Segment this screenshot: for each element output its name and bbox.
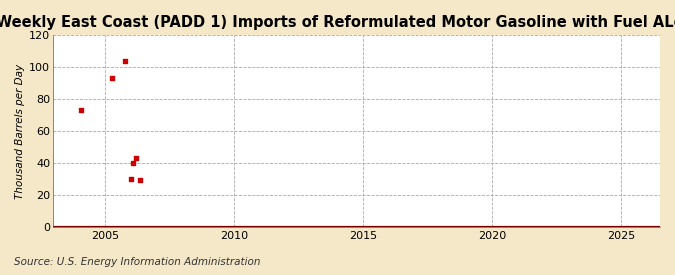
Point [134,178,145,183]
Point [120,59,131,63]
Y-axis label: Thousand Barrels per Day: Thousand Barrels per Day [15,64,25,199]
Title: Weekly East Coast (PADD 1) Imports of Reformulated Motor Gasoline with Fuel ALco: Weekly East Coast (PADD 1) Imports of Re… [0,15,675,30]
Point [130,156,141,160]
Point [128,161,138,165]
Point [125,177,136,181]
Point [107,76,118,81]
Text: Source: U.S. Energy Information Administration: Source: U.S. Energy Information Administ… [14,257,260,267]
Point [76,108,87,112]
